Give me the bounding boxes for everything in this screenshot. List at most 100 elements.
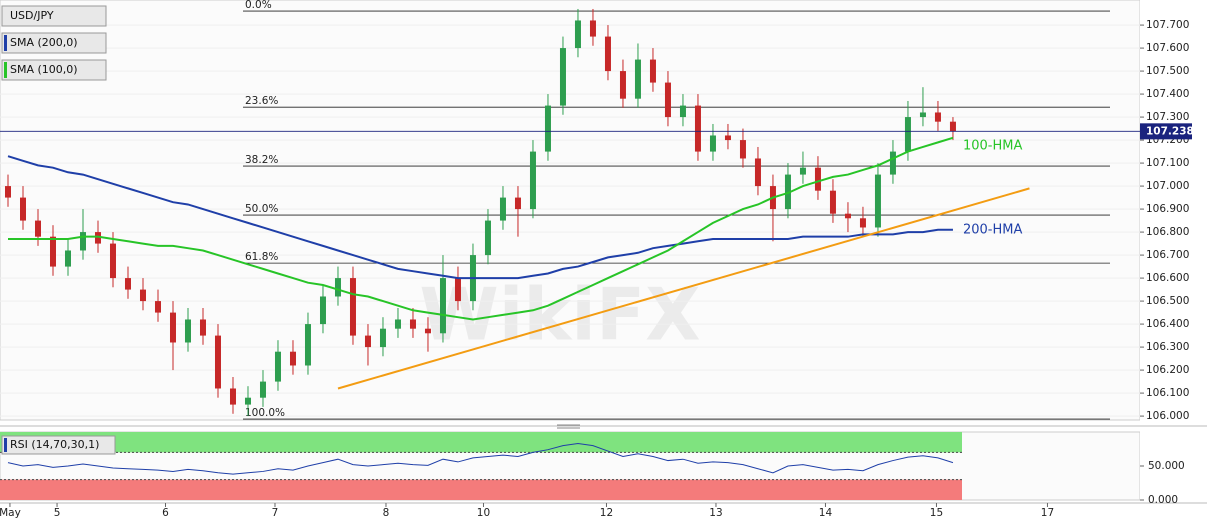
x-tick-label: 10 bbox=[477, 507, 490, 519]
candle-body bbox=[604, 36, 611, 72]
candle-body bbox=[364, 335, 371, 348]
candle-body bbox=[409, 319, 416, 329]
last-price-label: 107.238 bbox=[1146, 125, 1194, 137]
y-tick-label: 106.900 bbox=[1146, 203, 1189, 215]
legend-box bbox=[1, 5, 107, 27]
legend-label: USD/JPY bbox=[10, 9, 54, 22]
candle-body bbox=[139, 289, 146, 302]
candle-body bbox=[499, 197, 506, 221]
candle-body bbox=[274, 351, 281, 382]
y-tick-label: 107.300 bbox=[1146, 111, 1189, 123]
candle-body bbox=[109, 243, 116, 279]
ma-line bbox=[7, 155, 953, 280]
candle-body bbox=[694, 105, 701, 152]
candle-body bbox=[514, 197, 521, 210]
candle-body bbox=[949, 121, 956, 132]
candle-body bbox=[454, 278, 461, 302]
rsi-legend-box bbox=[1, 435, 116, 455]
x-tick-label: 7 bbox=[272, 507, 279, 519]
candle-body bbox=[79, 232, 86, 251]
candle-body bbox=[634, 59, 641, 99]
legend-swatch bbox=[4, 35, 7, 51]
y-tick-label: 106.200 bbox=[1146, 364, 1189, 376]
y-tick-label: 107.500 bbox=[1146, 65, 1189, 77]
x-tick-label: 15 bbox=[930, 507, 943, 519]
legend-box bbox=[1, 59, 107, 81]
candle-body bbox=[34, 220, 41, 237]
candle-body bbox=[424, 328, 431, 334]
candle-body bbox=[394, 319, 401, 329]
candle-body bbox=[259, 381, 266, 398]
fib-label: 50.0% bbox=[245, 203, 278, 215]
y-tick-label: 106.600 bbox=[1146, 272, 1189, 284]
candle-body bbox=[199, 319, 206, 336]
candle-body bbox=[649, 59, 656, 83]
y-tick-label: 106.100 bbox=[1146, 387, 1189, 399]
candle-body bbox=[919, 112, 926, 118]
x-tick-label: 14 bbox=[819, 507, 833, 519]
x-tick-label: 6 bbox=[162, 507, 169, 519]
plot-bg bbox=[0, 0, 1141, 421]
candle-body bbox=[184, 319, 191, 343]
fib-label: 23.6% bbox=[245, 95, 278, 107]
candle-body bbox=[229, 388, 236, 405]
trendline bbox=[337, 187, 1030, 390]
y-tick-label: 107.600 bbox=[1146, 42, 1189, 54]
candle-body bbox=[484, 220, 491, 256]
fib-label: 61.8% bbox=[245, 251, 278, 263]
candle-body bbox=[349, 278, 356, 336]
candle-body bbox=[784, 174, 791, 210]
candle-body bbox=[799, 167, 806, 175]
candle-body bbox=[724, 135, 731, 141]
candle-body bbox=[874, 174, 881, 228]
candle-body bbox=[304, 324, 311, 366]
y-tick-label: 107.400 bbox=[1146, 88, 1189, 100]
fib-label: 38.2% bbox=[245, 154, 278, 166]
fib-label: 100.0% bbox=[245, 407, 285, 419]
legend-swatch bbox=[4, 62, 7, 78]
ma-annotation: 100-HMA bbox=[963, 138, 1022, 153]
candle-body bbox=[679, 105, 686, 118]
candle-body bbox=[754, 158, 761, 187]
candle-body bbox=[319, 296, 326, 325]
axis-bg bbox=[1140, 0, 1207, 526]
candle-body bbox=[154, 301, 161, 313]
candle-body bbox=[859, 218, 866, 228]
y-tick-label: 106.700 bbox=[1146, 249, 1189, 261]
x-tick-label: May bbox=[0, 507, 21, 519]
candle-body bbox=[829, 190, 836, 214]
y-tick-label: 106.500 bbox=[1146, 295, 1189, 307]
candle-body bbox=[19, 197, 26, 221]
legend-label: SMA (100,0) bbox=[10, 63, 78, 76]
x-tick-label: 13 bbox=[709, 507, 722, 519]
x-tick-label: 17 bbox=[1041, 507, 1054, 519]
candle-body bbox=[4, 186, 11, 198]
overbought-zone bbox=[0, 432, 962, 453]
candle-body bbox=[244, 397, 251, 405]
candle-body bbox=[334, 278, 341, 297]
candle-body bbox=[619, 71, 626, 99]
rsi-label: RSI (14,70,30,1) bbox=[10, 438, 99, 451]
candle-body bbox=[379, 328, 386, 348]
candle-body bbox=[64, 250, 71, 267]
watermark: WikiFX bbox=[419, 273, 700, 357]
y-tick-label: 107.700 bbox=[1146, 19, 1189, 31]
rsi-y-tick-label: 0.000 bbox=[1148, 494, 1178, 506]
candle-body bbox=[94, 232, 101, 244]
rsi-line bbox=[7, 443, 954, 475]
last-price-box bbox=[1140, 123, 1192, 140]
y-tick-label: 107.000 bbox=[1146, 180, 1189, 192]
candle-body bbox=[844, 213, 851, 219]
y-tick-label: 106.000 bbox=[1146, 410, 1189, 422]
candle-body bbox=[169, 312, 176, 343]
legend-box bbox=[1, 32, 107, 54]
candle-body bbox=[889, 151, 896, 175]
y-tick-label: 107.100 bbox=[1146, 157, 1189, 169]
y-tick-label: 106.300 bbox=[1146, 341, 1189, 353]
candle-body bbox=[214, 335, 221, 389]
fib-label: 0.0% bbox=[245, 0, 272, 11]
x-tick-label: 12 bbox=[600, 507, 613, 519]
ma-annotation: 200-HMA bbox=[963, 222, 1022, 237]
x-tick-label: 8 bbox=[383, 507, 390, 519]
